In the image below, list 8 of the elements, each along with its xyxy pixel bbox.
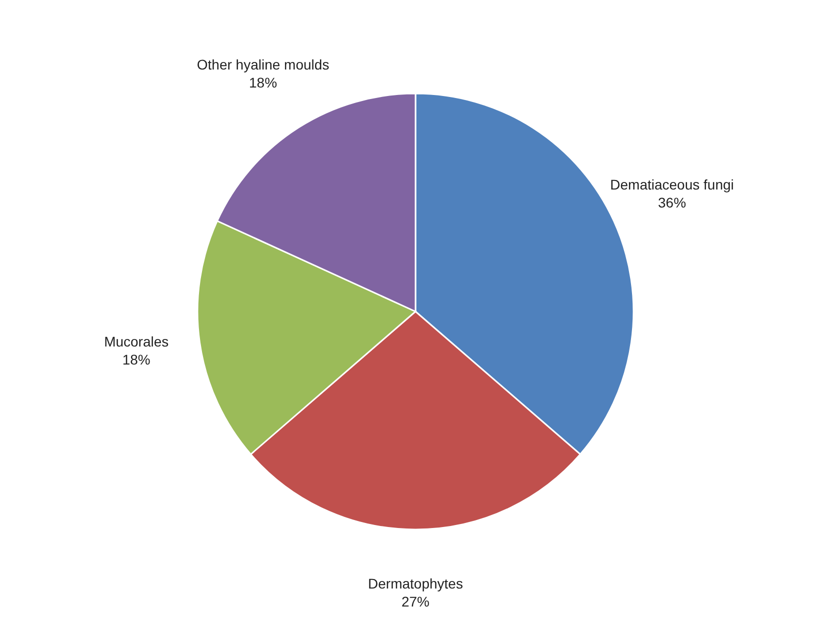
- slice-label: Dermatophytes: [368, 576, 463, 592]
- data-label: 18%: [122, 352, 150, 368]
- slice-label: Dematiaceous fungi: [610, 176, 734, 192]
- slice-label: Mucorales: [104, 334, 169, 350]
- data-label: 36%: [658, 194, 686, 210]
- slice-label: Other hyaline moulds: [196, 56, 330, 72]
- data-label: 27%: [401, 594, 430, 610]
- data-label: 18%: [249, 74, 278, 90]
